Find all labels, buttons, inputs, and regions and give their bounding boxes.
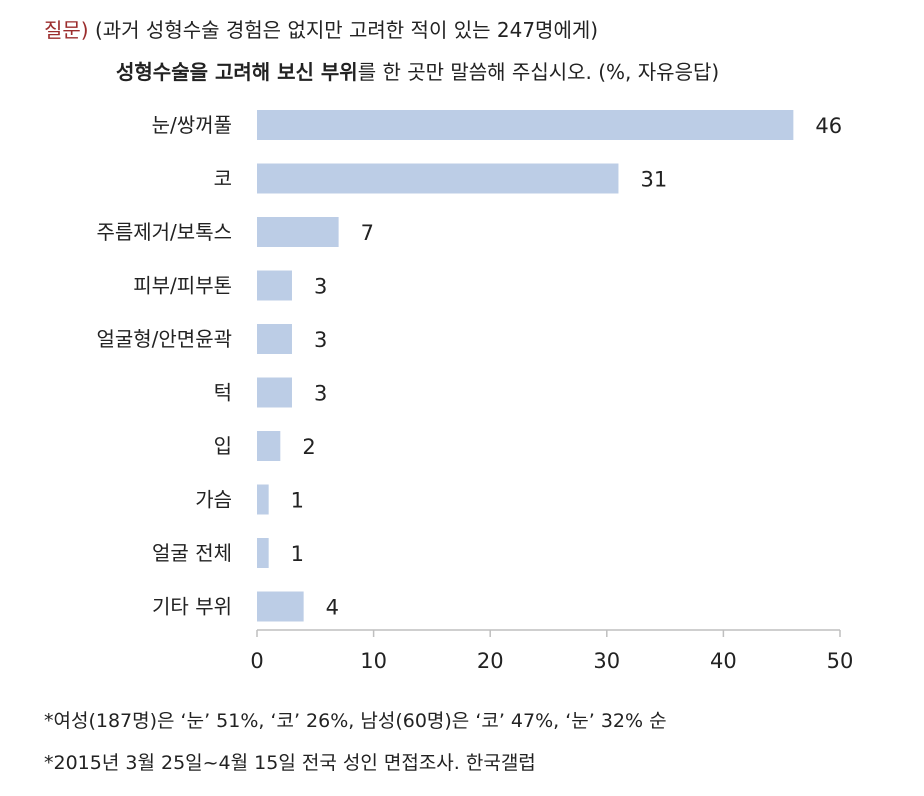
- x-tick-label: 40: [710, 649, 737, 673]
- data-label: 3: [314, 328, 327, 352]
- category-label: 눈/쌍꺼풀: [152, 113, 232, 137]
- data-label: 3: [314, 382, 327, 406]
- x-tick-label: 50: [827, 649, 854, 673]
- question-text: (과거 성형수술 경험은 없지만 고려한 적이 있는 247명에게): [94, 18, 599, 42]
- category-label: 기타 부위: [152, 595, 232, 619]
- question-bold-text: 성형수술을 고려해 보신 부위: [116, 60, 358, 84]
- bar: [257, 377, 292, 408]
- x-tick-label: 10: [360, 649, 387, 673]
- category-label: 주름제거/보톡스: [96, 220, 232, 244]
- footnote-survey: *2015년 3월 25일~4월 15일 전국 성인 면접조사. 한국갤럽: [44, 752, 536, 774]
- x-tick-label: 0: [250, 649, 263, 673]
- data-label: 4: [326, 596, 339, 620]
- bar: [257, 538, 269, 568]
- category-label: 얼굴 전체: [152, 541, 232, 565]
- data-label: 1: [291, 542, 304, 566]
- category-label: 가슴: [195, 488, 232, 512]
- data-label: 31: [640, 168, 667, 192]
- footnote-gender: *여성(187명)은 ‘눈’ 51%, ‘코’ 26%, 남성(60명)은 ‘코…: [44, 710, 667, 732]
- data-label: 2: [302, 435, 315, 459]
- bar: [257, 217, 339, 247]
- question-line-2: 성형수술을 고려해 보신 부위를 한 곳만 말씀해 주십시오. (%, 자유응답…: [116, 56, 719, 85]
- category-label: 입: [214, 434, 232, 458]
- category-label: 피부/피부톤: [133, 274, 232, 298]
- bar: [257, 591, 304, 622]
- category-label: 코: [214, 167, 232, 191]
- x-tick-label: 20: [477, 649, 504, 673]
- bar: [257, 324, 292, 354]
- bar: [257, 163, 619, 194]
- category-label: 턱: [214, 381, 232, 405]
- data-label: 7: [361, 221, 374, 245]
- x-tick-label: 30: [593, 649, 620, 673]
- bar: [257, 110, 794, 140]
- data-label: 3: [314, 275, 327, 299]
- category-label: 얼굴형/안면윤곽: [96, 327, 232, 351]
- question-label: 질문): [44, 18, 89, 42]
- question-line-1: 질문) (과거 성형수술 경험은 없지만 고려한 적이 있는 247명에게): [44, 14, 598, 43]
- question-rest-text: 를 한 곳만 말씀해 주십시오. (%, 자유응답): [357, 60, 720, 84]
- bar: [257, 270, 292, 301]
- bar: [257, 484, 269, 515]
- bar: [257, 431, 281, 461]
- data-label: 1: [291, 489, 304, 513]
- bar-chart: 눈/쌍꺼풀 46 코 31 주름제거/보톡스 7 피부/피부톤 3 얼굴형/안면윤곽 3 턱 3 입 2 가…: [96, 110, 854, 673]
- data-label: 46: [815, 114, 842, 138]
